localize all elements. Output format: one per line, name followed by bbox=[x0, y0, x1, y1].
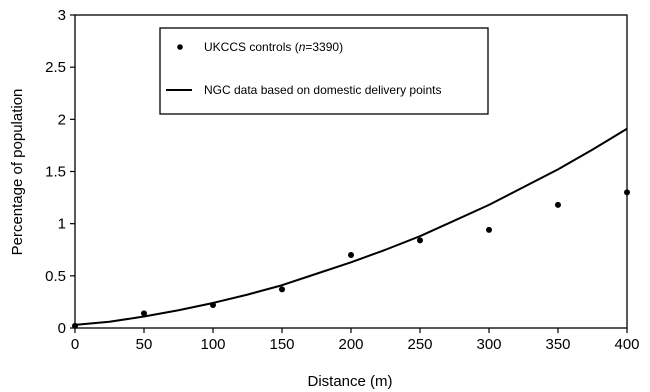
x-tick-label: 250 bbox=[407, 336, 432, 353]
x-tick-label: 300 bbox=[476, 336, 501, 353]
legend: UKCCS controls (n=3390) NGC data based o… bbox=[159, 27, 489, 115]
legend-label-ukccs-suffix: =3390) bbox=[305, 40, 343, 54]
x-axis-title: Distance (m) bbox=[307, 373, 392, 390]
data-point bbox=[141, 310, 147, 317]
legend-label-ukccs-prefix: UKCCS controls ( bbox=[204, 40, 299, 54]
x-tick-label: 350 bbox=[545, 336, 570, 353]
y-tick-label: 2.5 bbox=[45, 59, 66, 76]
y-axis: 0 0.5 1 1.5 2 2.5 3 bbox=[45, 7, 75, 337]
x-tick-label: 150 bbox=[269, 336, 294, 353]
data-point bbox=[486, 226, 492, 233]
legend-label-ngc: NGC data based on domestic delivery poin… bbox=[204, 83, 441, 97]
y-tick-label: 3 bbox=[58, 7, 66, 24]
y-tick-label: 1.5 bbox=[45, 164, 66, 181]
series-line-ngc bbox=[74, 127, 628, 326]
series-points-ukccs bbox=[72, 189, 630, 329]
x-tick-label: 0 bbox=[71, 336, 79, 353]
data-point bbox=[624, 189, 630, 196]
x-tick-label: 100 bbox=[200, 336, 225, 353]
legend-label-ukccs: UKCCS controls (n=3390) bbox=[204, 40, 343, 54]
data-point bbox=[279, 286, 285, 293]
y-tick-label: 1 bbox=[58, 216, 66, 233]
legend-box bbox=[159, 27, 489, 115]
y-axis-title: Percentage of population bbox=[9, 89, 26, 256]
data-point bbox=[348, 251, 354, 258]
ngc-curve bbox=[74, 127, 628, 326]
y-tick-label: 2 bbox=[58, 111, 66, 128]
data-point bbox=[72, 322, 78, 329]
y-tick-label: 0 bbox=[58, 320, 66, 337]
x-tick-label: 50 bbox=[136, 336, 153, 353]
data-point bbox=[417, 237, 423, 244]
x-tick-label: 400 bbox=[614, 336, 639, 353]
data-point bbox=[555, 201, 561, 208]
x-tick-label: 200 bbox=[338, 336, 363, 353]
x-axis: 0 50 100 150 200 250 300 350 400 bbox=[71, 328, 640, 353]
data-point bbox=[210, 302, 216, 309]
legend-marker-dot bbox=[177, 44, 183, 50]
y-tick-label: 0.5 bbox=[45, 268, 66, 285]
legend-label-ukccs-italic: n bbox=[299, 40, 306, 54]
